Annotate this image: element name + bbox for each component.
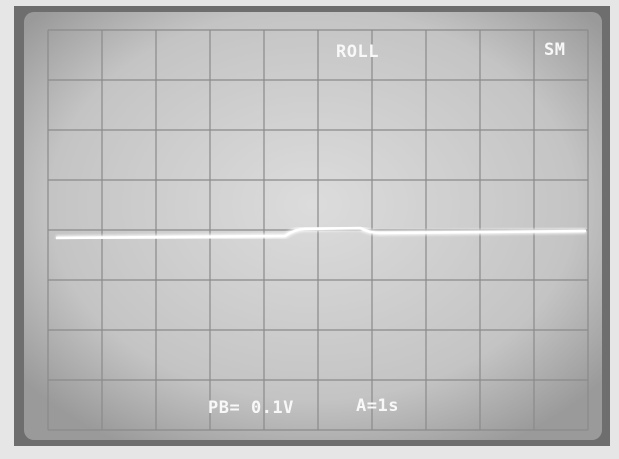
- timebase-label: A=1s: [356, 396, 399, 416]
- screen: [24, 12, 602, 440]
- scale-label: PB= 0.1V: [208, 398, 294, 418]
- mode-label: ROLL: [336, 42, 379, 62]
- status-label: SM: [544, 40, 565, 60]
- oscilloscope-photo: ROLL SM PB= 0.1V A=1s: [0, 0, 619, 459]
- page: ROLL SM PB= 0.1V A=1s (() => { const dat…: [0, 0, 619, 459]
